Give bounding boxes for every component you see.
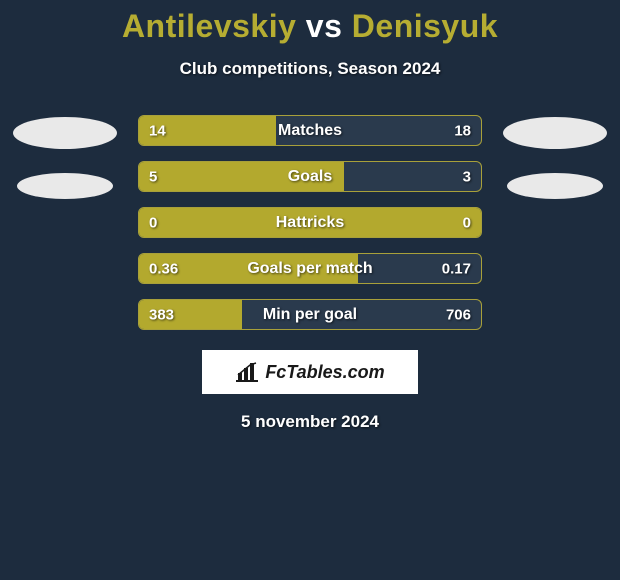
bar-chart-icon	[235, 362, 259, 382]
stat-value-right: 18	[454, 122, 471, 139]
avatar-left-2	[17, 173, 113, 199]
stat-label: Goals	[139, 168, 481, 186]
date-line: 5 november 2024	[0, 412, 620, 432]
stat-row: 383Min per goal706	[138, 299, 482, 330]
stat-label: Matches	[139, 122, 481, 140]
stat-row: 0.36Goals per match0.17	[138, 253, 482, 284]
comparison-card: Antilevskiy vs Denisyuk Club competition…	[0, 0, 620, 432]
title-player-left: Antilevskiy	[122, 8, 296, 44]
avatar-left-1	[13, 117, 117, 149]
title-player-right: Denisyuk	[352, 8, 498, 44]
stat-row: 14Matches18	[138, 115, 482, 146]
stat-row: 5Goals3	[138, 161, 482, 192]
subtitle: Club competitions, Season 2024	[0, 59, 620, 79]
avatar-column-left	[10, 115, 120, 199]
title-vs: vs	[306, 8, 343, 44]
stat-value-right: 706	[446, 306, 471, 323]
stat-label: Hattricks	[139, 214, 481, 232]
stat-row: 0Hattricks0	[138, 207, 482, 238]
page-title: Antilevskiy vs Denisyuk	[0, 8, 620, 45]
stat-value-right: 3	[463, 168, 471, 185]
avatar-right-1	[503, 117, 607, 149]
stat-value-right: 0.17	[442, 260, 471, 277]
logo-text: FcTables.com	[265, 362, 384, 383]
logo-box: FcTables.com	[202, 350, 418, 394]
stat-label: Goals per match	[139, 260, 481, 278]
avatar-column-right	[500, 115, 610, 199]
stat-label: Min per goal	[139, 306, 481, 324]
main-row: 14Matches18 5Goals3 0Hattricks0 0.36Goals p…	[0, 115, 620, 330]
avatar-right-2	[507, 173, 603, 199]
stat-value-right: 0	[463, 214, 471, 231]
stats-panel: 14Matches18 5Goals3 0Hattricks0 0.36Goals p…	[138, 115, 482, 330]
